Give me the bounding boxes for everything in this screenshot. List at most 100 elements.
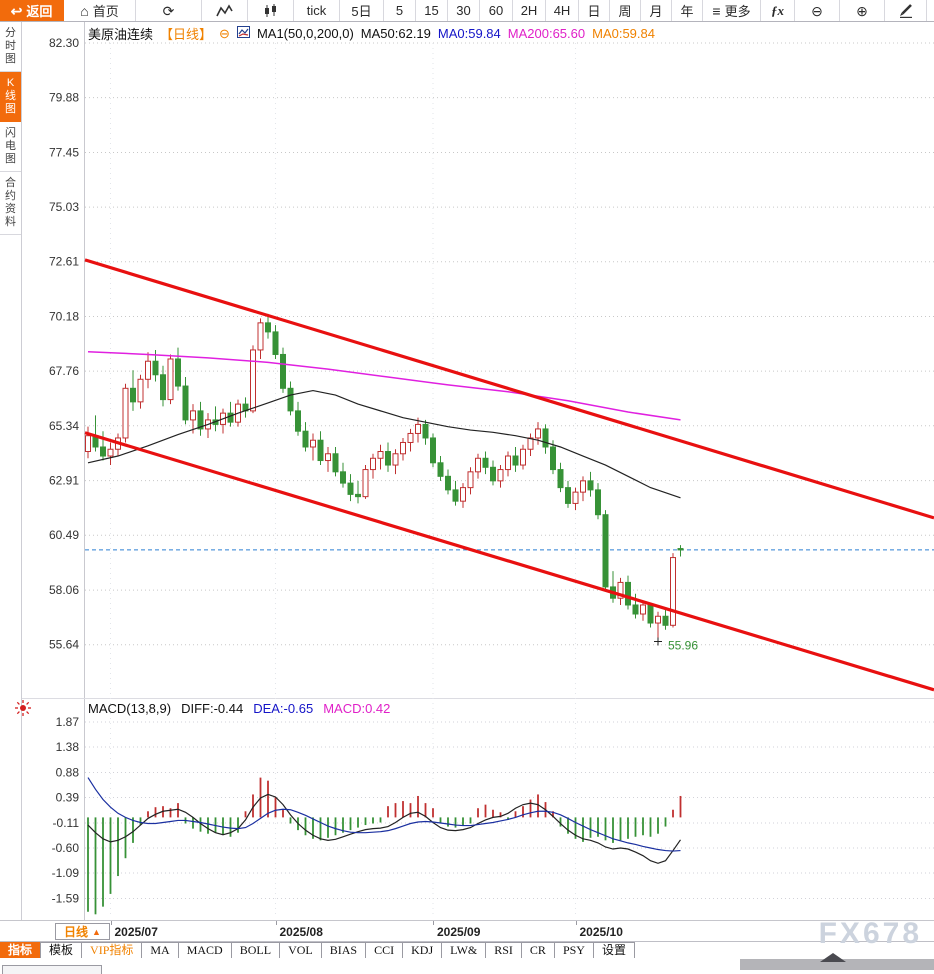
candle [437,462,444,477]
label: 返回 [26,4,53,19]
tab-template[interactable]: 模板 [40,942,83,959]
menu-icon: ≡ [712,2,721,19]
tab-macd[interactable]: MACD [177,942,232,959]
sidebar-tab-time-chart[interactable]: 分时图 [0,22,21,72]
period-month-button[interactable]: 月 [641,0,672,21]
grid-layer: 82.30 79.88 77.45 75.03 72.61 70.18 67.76 65.34… [0,22,934,920]
period-4h-button[interactable]: 4H [546,0,579,21]
period-2h-button[interactable]: 2H [513,0,546,21]
diff-line [87,793,681,864]
candle [265,322,271,333]
svg-text:1.87: 1.87 [56,715,80,729]
back-button[interactable]: ↩ 返回 [0,0,64,21]
period-5m-button[interactable]: 5 [384,0,416,21]
period-year-button[interactable]: 年 [672,0,703,21]
home-icon: ⌂ [80,2,89,19]
candle [355,493,361,498]
tab-cr[interactable]: CR [520,942,555,959]
candle [482,457,489,468]
home-button[interactable]: ⌂ 首页 [64,0,136,21]
collapse-panel-handle[interactable] [740,953,934,970]
candle [347,482,354,495]
xaxis-row: 日线 ▲ 2025/07 2025/08 2025/09 2025/10 [0,920,934,941]
label: 年 [680,4,694,19]
svg-text:1.38: 1.38 [56,740,80,754]
tab-rsi[interactable]: RSI [485,942,522,959]
mini-chart-icon[interactable] [236,26,250,41]
partial-bottom-tab[interactable] [2,965,102,974]
tab-ma[interactable]: MA [141,942,179,959]
candle [445,475,451,491]
more-button[interactable]: ≡ 更多 [703,0,761,21]
tab-char: 时 [5,40,16,52]
svg-text:-0.60: -0.60 [52,841,80,855]
ma50-line [87,389,681,499]
tab-boll[interactable]: BOLL [230,942,281,959]
svg-text:55.96: 55.96 [668,638,698,652]
line-chart-button[interactable] [202,0,248,21]
label: 更多 [724,4,751,19]
month-tick [433,921,434,925]
svg-text:-0.11: -0.11 [53,816,80,830]
month-tick [110,921,112,925]
refresh-button[interactable]: ⟳ [136,0,202,21]
month-tick [275,921,277,925]
tab-vip-indicator[interactable]: VIP指标 [81,942,143,959]
candle [295,410,301,432]
tab-lw[interactable]: LW& [441,942,487,959]
tick-button[interactable]: tick [294,0,340,21]
tab-psy[interactable]: PSY [553,942,594,959]
period-30m-button[interactable]: 30 [448,0,480,21]
collapse-circle-icon[interactable]: ⊖ [219,25,230,41]
period-selector-button[interactable]: 日线 ▲ [55,923,110,940]
candle [280,353,286,389]
candle [490,466,496,482]
candle [542,428,549,448]
label: ƒx [771,2,784,18]
period-week-button[interactable]: 周 [610,0,641,21]
candle [535,428,541,439]
shapes-button[interactable]: △ [927,0,934,21]
period-label: 日线 [64,925,89,939]
candle [160,374,166,401]
svg-text:55.64: 55.64 [49,638,79,652]
period-60m-button[interactable]: 60 [480,0,513,21]
indicator-settings-icon[interactable] [14,699,32,722]
candle [587,480,594,491]
candle [677,548,684,551]
period-15m-button[interactable]: 15 [416,0,448,21]
candle [250,349,256,412]
tab-settings[interactable]: 设置 [592,942,635,959]
candle [625,581,631,606]
tab-bias[interactable]: BIAS [320,942,367,959]
period-day-button[interactable]: 日 [579,0,610,21]
tab-char: 资 [5,203,16,215]
label: 60 [488,3,504,18]
symbol-name: 美原油连续 [88,27,154,42]
sidebar-tab-lightning-chart[interactable]: 闪电图 [0,122,21,172]
svg-text:62.91: 62.91 [49,474,79,488]
candlestick-button[interactable] [248,0,294,21]
candle [632,604,639,615]
sidebar-tab-contract-info[interactable]: 合约资料 [0,172,21,235]
tab-kdj[interactable]: KDJ [402,942,443,959]
period-5d-button[interactable]: 5日 [340,0,384,21]
zoom-in-button[interactable]: ⊕ [840,0,885,21]
svg-text:65.34: 65.34 [49,419,79,433]
tab-char: 料 [5,216,16,228]
draw-button[interactable] [885,0,927,21]
tab-vol[interactable]: VOL [279,942,322,959]
candle [362,469,369,498]
candle [100,446,106,457]
zoom-out-button[interactable]: ⊖ [795,0,840,21]
tab-cci[interactable]: CCI [365,942,404,959]
tab-indicator[interactable]: 指标 [0,942,42,959]
candle [152,360,159,376]
fx-indicators-button[interactable]: ƒx [761,0,795,21]
candle [520,448,526,466]
candle [497,469,504,482]
